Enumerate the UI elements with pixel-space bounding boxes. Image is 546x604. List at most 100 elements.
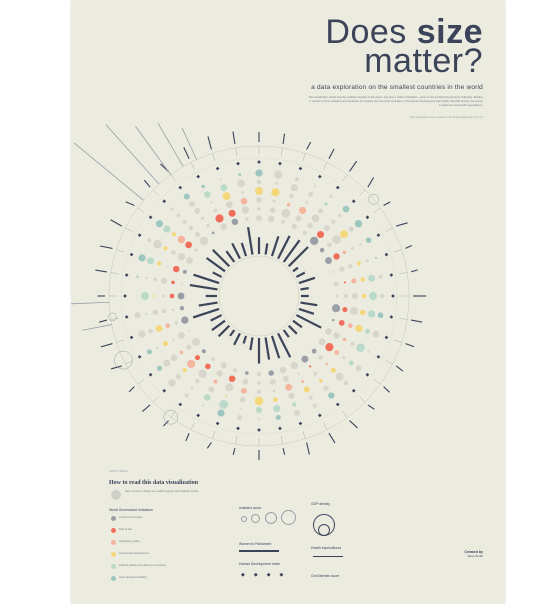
country-label-mark [206, 442, 212, 449]
hdi-diamond [196, 174, 201, 179]
indicator-circle [215, 214, 224, 223]
country-bar [298, 276, 316, 285]
legend-item-label: Political stability and absence of viole… [119, 564, 167, 567]
country-bar [240, 242, 248, 257]
indicator-circle [360, 309, 366, 316]
legend-panel: HOW TO READ How to read this data visual… [109, 470, 449, 600]
country-bar [264, 243, 269, 255]
credits-name: Sean Smith [467, 554, 483, 558]
legend-wgi-head: World Governance Indicators [109, 508, 153, 512]
indicator-circle [141, 292, 149, 300]
label-tick [385, 360, 393, 365]
indicator-circle [360, 277, 365, 282]
label-tick [302, 153, 306, 162]
indicator-circle [216, 370, 223, 377]
label-tick [302, 430, 306, 439]
indicator-circle [242, 378, 249, 385]
indicator-circle [334, 350, 340, 355]
indicator-circle [188, 225, 194, 231]
indicator-circle [356, 343, 365, 353]
indicator-circle [220, 184, 228, 191]
title-block: Does size matter? [325, 13, 483, 80]
indicator-circle [324, 201, 328, 206]
indicator-circle [269, 378, 276, 386]
indicator-circle [155, 220, 164, 228]
legend-swatch [111, 516, 116, 521]
indicator-circle [313, 185, 317, 188]
country-label-mark [306, 442, 310, 455]
country-label-mark [98, 319, 108, 323]
indicator-circle [272, 199, 276, 203]
hdi-diamond [335, 185, 340, 190]
indicator-circle [282, 375, 289, 382]
indicator-circle [331, 219, 336, 224]
indicator-circle [256, 197, 262, 203]
indicator-circle [194, 231, 201, 238]
legend-gdp-head: GDP density [311, 502, 330, 506]
guide-ring [120, 157, 398, 435]
country-bar [270, 335, 281, 359]
hdi-diamond [178, 402, 183, 407]
indicator-circle [179, 306, 185, 311]
country-bar [282, 239, 301, 263]
country-label-mark [282, 133, 286, 144]
indicator-circle [147, 238, 152, 243]
label-tick [359, 396, 366, 403]
indicator-circle [187, 359, 196, 368]
country-label-mark [349, 420, 358, 429]
indicator-circle [313, 371, 318, 376]
indicator-circle [348, 360, 354, 366]
indicator-circle [273, 405, 281, 413]
indicator-circle [332, 235, 342, 244]
indicator-circle [172, 232, 177, 237]
country-bar [270, 235, 280, 257]
indicator-circle [240, 387, 247, 394]
indicator-circle [351, 292, 359, 300]
country-bar [231, 242, 241, 260]
indicator-circle [339, 230, 348, 239]
hdi-diamond [215, 166, 220, 171]
country-label-mark [232, 131, 236, 144]
hdi-diamond [278, 161, 282, 166]
indicator-circle [162, 341, 168, 347]
indicator-circle [311, 348, 317, 354]
indicator-circle [307, 222, 313, 229]
indicator-circle [256, 179, 262, 185]
viz-note: This visualization was created for the M… [409, 116, 483, 119]
hdi-diamond [351, 388, 356, 393]
hdi-diamond [389, 315, 394, 319]
indicator-circle [335, 372, 344, 381]
credits-heading: Created by [464, 550, 483, 554]
indicator-circle [290, 183, 298, 192]
indicator-circle [368, 274, 376, 282]
women-bar [239, 550, 279, 552]
indicator-circle [211, 357, 216, 361]
indicator-circle [343, 293, 349, 299]
indicator-circle [194, 248, 198, 252]
legend-health-head: Health expenditures [311, 546, 342, 550]
label-tick [235, 147, 237, 156]
indicator-circle [367, 350, 370, 353]
poster-title: Does size matter? [325, 13, 483, 80]
indicator-circle [337, 213, 342, 218]
indicator-circle [244, 217, 249, 221]
indicator-circle [241, 190, 244, 194]
hdi-diamond [376, 233, 381, 238]
label-tick [110, 272, 119, 274]
country-label-mark [95, 269, 107, 273]
indicator-size-xlarge [281, 510, 296, 525]
indicator-circle [204, 191, 211, 198]
hdi-diamond [162, 388, 167, 393]
indicator-circle [342, 307, 348, 313]
indicator-circle [175, 374, 181, 380]
country-label-mark [183, 146, 190, 160]
indicator-circle [225, 394, 228, 397]
indicator-circle [148, 328, 153, 334]
indicator-circle [325, 328, 332, 335]
indicator-circle [333, 253, 340, 260]
indicator-circle [232, 368, 237, 373]
gdp-circle [114, 350, 133, 370]
indicator-circle [186, 257, 193, 264]
indicator-circle [161, 308, 167, 314]
label-tick [393, 339, 402, 343]
